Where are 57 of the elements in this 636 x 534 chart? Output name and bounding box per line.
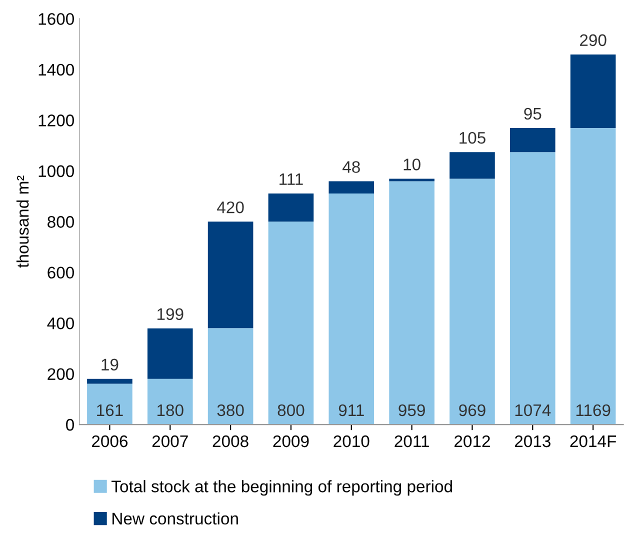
data-label: 105 xyxy=(460,132,486,144)
y-tick-label: 200 xyxy=(48,368,74,380)
bar xyxy=(510,152,556,425)
x-tick-label: 2012 xyxy=(454,435,490,448)
y-tick-label: 1200 xyxy=(38,114,74,126)
data-label: 290 xyxy=(580,34,606,46)
bar xyxy=(510,128,556,152)
data-label: 111 xyxy=(280,173,303,185)
data-label: 19 xyxy=(102,358,118,371)
data-label: 10 xyxy=(404,158,420,170)
legend-label: Total stock at the beginning of reporting period xyxy=(112,480,452,496)
y-tick-label: 400 xyxy=(47,317,74,330)
bar xyxy=(389,181,434,425)
bar xyxy=(87,384,132,425)
y-axis-title: thousand m² xyxy=(16,176,29,268)
bar xyxy=(87,378,132,384)
bar xyxy=(208,222,254,328)
bar xyxy=(268,193,314,222)
data-label: 959 xyxy=(398,404,425,416)
x-tick-label: 2010 xyxy=(334,435,370,448)
x-tick-label: 2009 xyxy=(273,435,309,448)
x-tick-label: 2013 xyxy=(514,435,550,448)
bar xyxy=(570,54,616,128)
data-label: 969 xyxy=(459,404,486,416)
data-label: 911 xyxy=(338,404,364,416)
bar xyxy=(208,328,254,425)
data-label: 800 xyxy=(278,404,304,416)
bar xyxy=(328,193,374,425)
data-label: 161 xyxy=(97,404,123,416)
x-tick-label: 2014F xyxy=(570,435,616,448)
bar xyxy=(450,178,495,425)
data-label: 1169 xyxy=(576,404,610,416)
data-label: 1074 xyxy=(515,404,551,416)
legend-label: New construction xyxy=(112,512,238,525)
data-label: 199 xyxy=(158,308,184,320)
x-tick-label: 2011 xyxy=(394,435,429,448)
y-tick-label: 0 xyxy=(66,418,74,431)
x-tick-label: 2008 xyxy=(212,435,248,448)
bar xyxy=(389,178,434,182)
x-tick-label: 2006 xyxy=(92,435,128,448)
data-label: 180 xyxy=(158,404,184,416)
y-tick-label: 1000 xyxy=(38,165,74,178)
bar xyxy=(147,328,193,379)
bar xyxy=(328,181,374,194)
data-label: 380 xyxy=(217,404,244,416)
y-tick-label: 1600 xyxy=(38,13,74,25)
data-label: 48 xyxy=(342,161,360,173)
bar xyxy=(450,152,495,179)
y-tick-label: 800 xyxy=(48,216,74,228)
bar xyxy=(147,378,193,425)
data-label: 95 xyxy=(524,108,542,120)
bar xyxy=(268,222,314,425)
data-label: 420 xyxy=(217,201,244,214)
y-tick-label: 600 xyxy=(48,266,74,279)
y-tick-label: 1400 xyxy=(38,64,74,76)
x-tick-label: 2007 xyxy=(152,435,188,448)
bar xyxy=(570,128,616,425)
